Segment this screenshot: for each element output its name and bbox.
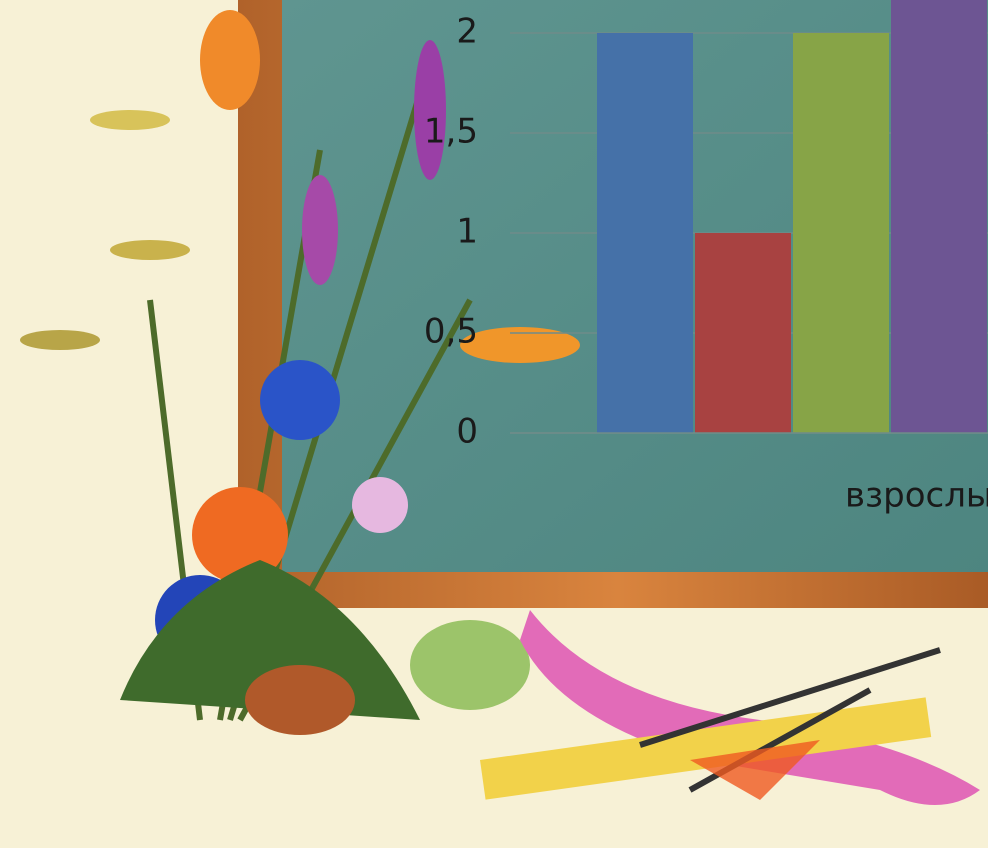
bar (695, 233, 791, 433)
y-tick-label: 2 (456, 12, 478, 52)
y-tick-label: 1 (456, 212, 478, 252)
y-tick-label: 1,5 (424, 112, 478, 152)
bar (891, 0, 987, 433)
y-tick-label: 0,5 (424, 312, 478, 352)
y-tick-label: 0 (456, 412, 478, 452)
chart: 0 0,5 1 1,5 2 взрослые (424, 0, 988, 516)
bar (597, 33, 693, 433)
x-tick-label: взрослые (845, 476, 988, 516)
ruler-decoration (480, 610, 980, 805)
flower-decoration (20, 10, 580, 735)
bar (793, 33, 889, 433)
